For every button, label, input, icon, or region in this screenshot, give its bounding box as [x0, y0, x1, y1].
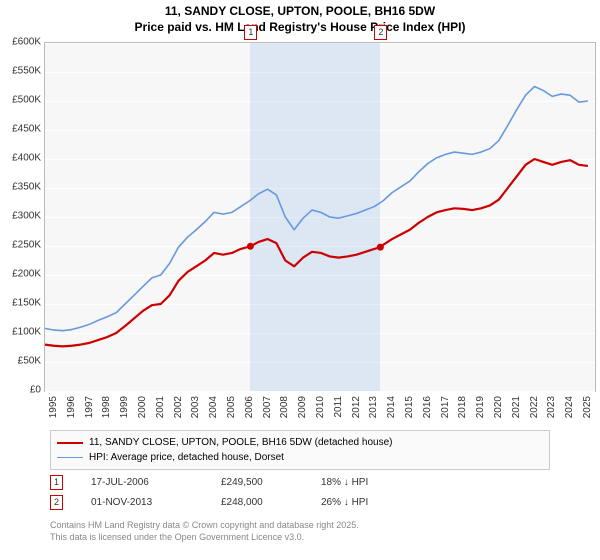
sale-price: £248,000	[221, 497, 321, 508]
x-tick-label: 2011	[333, 396, 344, 418]
x-tick-label: 1995	[48, 396, 59, 418]
chart-title-line2: Price paid vs. HM Land Registry's House …	[0, 20, 600, 36]
x-tick-label: 2017	[440, 396, 451, 418]
gridline	[45, 391, 595, 392]
sale-delta: 18% ↓ HPI	[321, 477, 441, 488]
x-tick-label: 2001	[155, 396, 166, 418]
legend-row: HPI: Average price, detached house, Dors…	[57, 450, 543, 465]
legend-label: HPI: Average price, detached house, Dors…	[89, 450, 284, 465]
legend-label: 11, SANDY CLOSE, UPTON, POOLE, BH16 5DW …	[89, 435, 392, 450]
x-tick-label: 1996	[66, 396, 77, 418]
y-tick-label: £550K	[12, 66, 41, 77]
chart-marker: 1	[244, 25, 257, 40]
sale-date: 17-JUL-2006	[91, 477, 221, 488]
x-tick-label: 2008	[279, 396, 290, 418]
y-tick-label: £350K	[12, 182, 41, 193]
x-tick-label: 2018	[457, 396, 468, 418]
sale-date: 01-NOV-2013	[91, 497, 221, 508]
x-tick-label: 2016	[422, 396, 433, 418]
x-tick-label: 2014	[386, 396, 397, 418]
legend-swatch	[57, 442, 83, 444]
sale-point	[377, 244, 384, 251]
chart-marker: 2	[374, 25, 387, 40]
x-tick-label: 2020	[493, 396, 504, 418]
y-tick-label: £450K	[12, 124, 41, 135]
x-tick-label: 2003	[190, 396, 201, 418]
x-tick-label: 2006	[244, 396, 255, 418]
x-tick-label: 2009	[297, 396, 308, 418]
x-tick-label: 2013	[368, 396, 379, 418]
x-tick-label: 2007	[262, 396, 273, 418]
sale-price: £249,500	[221, 477, 321, 488]
x-tick-label: 2005	[226, 396, 237, 418]
attribution-line2: This data is licensed under the Open Gov…	[50, 532, 359, 544]
sale-marker: 2	[50, 495, 63, 510]
y-tick-label: £200K	[12, 269, 41, 280]
sale-point	[247, 243, 254, 250]
series-hpi	[45, 87, 588, 331]
x-tick-label: 2024	[564, 396, 575, 418]
chart-title-line1: 11, SANDY CLOSE, UPTON, POOLE, BH16 5DW	[0, 0, 600, 20]
attribution-line1: Contains HM Land Registry data © Crown c…	[50, 520, 359, 532]
y-tick-label: £100K	[12, 327, 41, 338]
y-tick-label: £150K	[12, 298, 41, 309]
legend-swatch	[57, 457, 83, 458]
x-tick-label: 1999	[119, 396, 130, 418]
sale-delta: 26% ↓ HPI	[321, 497, 441, 508]
legend-row: 11, SANDY CLOSE, UPTON, POOLE, BH16 5DW …	[57, 435, 543, 450]
x-tick-label: 2010	[315, 396, 326, 418]
x-tick-label: 2012	[351, 396, 362, 418]
sales-table: 1 17-JUL-2006£249,50018% ↓ HPI 2 01-NOV-201…	[50, 472, 550, 512]
y-tick-label: £600K	[12, 37, 41, 48]
x-tick-label: 2002	[173, 396, 184, 418]
line-series-svg	[45, 43, 595, 391]
y-tick-label: £500K	[12, 95, 41, 106]
series-price_paid	[45, 159, 588, 346]
y-tick-label: £300K	[12, 211, 41, 222]
sale-row: 2 01-NOV-2013£248,00026% ↓ HPI	[50, 492, 550, 512]
x-tick-label: 2000	[137, 396, 148, 418]
x-tick-label: 2025	[582, 396, 593, 418]
y-tick-label: £400K	[12, 153, 41, 164]
x-tick-label: 1998	[101, 396, 112, 418]
x-tick-label: 2022	[529, 396, 540, 418]
x-tick-label: 1997	[84, 396, 95, 418]
x-tick-label: 2004	[208, 396, 219, 418]
sale-marker: 1	[50, 475, 63, 490]
plot-area: 12	[44, 42, 596, 392]
x-tick-label: 2021	[511, 396, 522, 418]
y-tick-label: £250K	[12, 240, 41, 251]
y-tick-label: £0	[30, 385, 41, 396]
x-tick-label: 2019	[475, 396, 486, 418]
y-tick-label: £50K	[18, 356, 41, 367]
sale-row: 1 17-JUL-2006£249,50018% ↓ HPI	[50, 472, 550, 492]
x-tick-label: 2023	[546, 396, 557, 418]
attribution: Contains HM Land Registry data © Crown c…	[50, 520, 359, 543]
x-tick-label: 2015	[404, 396, 415, 418]
chart-container: 11, SANDY CLOSE, UPTON, POOLE, BH16 5DW …	[0, 0, 600, 560]
legend-box: 11, SANDY CLOSE, UPTON, POOLE, BH16 5DW …	[50, 430, 550, 470]
